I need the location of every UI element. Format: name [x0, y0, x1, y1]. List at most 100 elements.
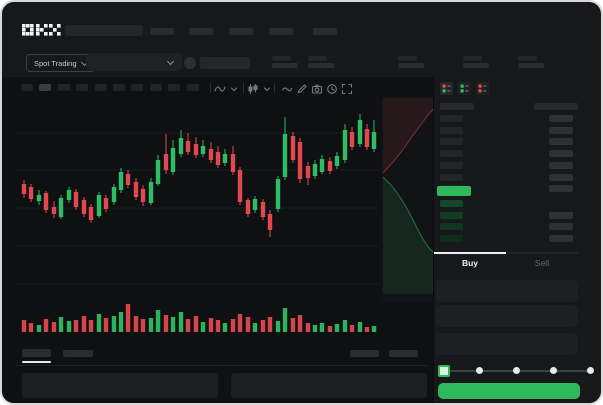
ticker-stat-value: [518, 63, 544, 68]
orderbook-col-header-price: [440, 103, 474, 110]
toolbar-separator: [210, 83, 211, 93]
last-price-badge[interactable]: [437, 186, 471, 196]
bottom-action[interactable]: [389, 350, 418, 357]
bottom-action[interactable]: [350, 350, 379, 357]
ask-row[interactable]: [434, 138, 582, 147]
bottom-tab-active-underline: [22, 361, 51, 363]
bottom-tab-active[interactable]: [22, 349, 51, 357]
ticker-stat-label: [463, 56, 482, 61]
search-input[interactable]: [65, 25, 143, 36]
ticker-stat-value: [272, 63, 298, 68]
amount-input[interactable]: [436, 305, 578, 327]
coin-avatar: [184, 57, 196, 69]
ask-price-bar: [440, 150, 463, 157]
chevron-down-icon: [166, 57, 175, 65]
timeframe-button-3[interactable]: [76, 84, 89, 91]
timeframe-button-5[interactable]: [113, 84, 125, 91]
ask-amount-bar: [549, 150, 573, 157]
book-asks-icon[interactable]: [476, 82, 489, 95]
bid-row[interactable]: [434, 223, 582, 232]
ask-row[interactable]: [434, 115, 582, 124]
slider-stop[interactable]: [550, 367, 557, 374]
history-panel: [231, 373, 427, 398]
draw-icon[interactable]: [296, 82, 308, 94]
orderbook-col-header-amount: [534, 103, 578, 110]
nav-item-1[interactable]: [189, 28, 213, 35]
fullscreen-icon[interactable]: [341, 82, 353, 95]
depth-sidebar: [381, 97, 435, 302]
tab-buy[interactable]: Buy: [434, 252, 506, 271]
timeframe-button-6[interactable]: [131, 84, 144, 91]
orderbook-trade-panel: Buy Sell: [433, 77, 601, 403]
candlestick-chart[interactable]: [2, 97, 435, 342]
book-bids-icon[interactable]: [458, 82, 471, 95]
timeframe-button-8[interactable]: [168, 84, 181, 91]
ticker-stat-value: [308, 63, 334, 68]
bid-row[interactable]: [434, 235, 582, 244]
camera-icon[interactable]: [311, 82, 323, 94]
bid-price-bar: [440, 212, 463, 219]
bid-amount-bar: [549, 223, 573, 230]
history-icon[interactable]: [326, 82, 338, 94]
total-input[interactable]: [436, 333, 578, 355]
bottom-tab[interactable]: [63, 350, 93, 357]
bid-amount-bar: [549, 212, 573, 219]
tab-sell[interactable]: Sell: [506, 252, 578, 271]
bottom-divider: [16, 365, 429, 366]
ticker-stat-value: [398, 63, 424, 68]
ask-row[interactable]: [434, 162, 582, 171]
gridlines: [16, 132, 379, 285]
nav-item-2[interactable]: [229, 28, 253, 35]
ask-price-bar: [440, 162, 463, 169]
ask-row[interactable]: [434, 174, 582, 183]
slider-stop[interactable]: [476, 367, 483, 374]
volume-layer: [21, 304, 377, 332]
ask-amount-bar: [549, 127, 573, 134]
tab-buy-label: Buy: [461, 257, 479, 268]
ask-amount-bar: [549, 162, 573, 169]
bid-price-bar: [440, 235, 463, 242]
slider-stop[interactable]: [587, 367, 594, 374]
okx-logo-icon[interactable]: [22, 24, 61, 36]
ask-price-bar: [440, 174, 463, 181]
ask-row[interactable]: [434, 127, 582, 136]
chart-type-icon[interactable]: [247, 82, 259, 95]
market-type-label: Spot Trading: [34, 58, 77, 68]
ticker-stat-value: [463, 63, 489, 68]
bid-row[interactable]: [434, 200, 582, 209]
timeframe-button-4[interactable]: [94, 84, 107, 91]
nav-item-3[interactable]: [269, 28, 293, 35]
ask-price-bar: [440, 127, 463, 134]
nav-item-4[interactable]: [313, 28, 337, 35]
slider-handle[interactable]: [438, 365, 450, 377]
ticker-stat-label: [518, 56, 537, 61]
nav-item-0[interactable]: [150, 28, 174, 35]
timeframe-button-9[interactable]: [186, 84, 199, 91]
chevron-down-icon[interactable]: [261, 82, 273, 94]
trade-tabs: Buy Sell: [434, 252, 578, 271]
timeframe-button-0[interactable]: [21, 84, 33, 91]
buy-submit-button[interactable]: [438, 383, 580, 399]
timeframe-button-7[interactable]: [149, 84, 162, 91]
market-type-dropdown[interactable]: Spot Trading: [26, 54, 95, 72]
indicator-icon[interactable]: [281, 82, 293, 94]
pair-name-placeholder: [200, 57, 250, 69]
timeframe-button-2[interactable]: [57, 84, 70, 91]
book-combined-icon[interactable]: [440, 82, 453, 95]
chevron-down-icon[interactable]: [228, 82, 240, 94]
orders-panel: [22, 373, 218, 398]
pair-selector-dropdown[interactable]: [86, 53, 182, 71]
timeframe-button-1[interactable]: [39, 84, 52, 91]
bid-amount-bar: [549, 235, 573, 242]
ask-amount-bar: [549, 185, 573, 192]
price-input[interactable]: [436, 280, 578, 302]
toolbar-separator: [274, 83, 275, 93]
ask-row[interactable]: [434, 150, 582, 159]
line-style-icon[interactable]: [214, 82, 226, 94]
slider-stop[interactable]: [513, 367, 520, 374]
ask-price-bar: [440, 138, 463, 145]
bid-row[interactable]: [434, 212, 582, 221]
tab-sell-label: Sell: [534, 257, 550, 268]
